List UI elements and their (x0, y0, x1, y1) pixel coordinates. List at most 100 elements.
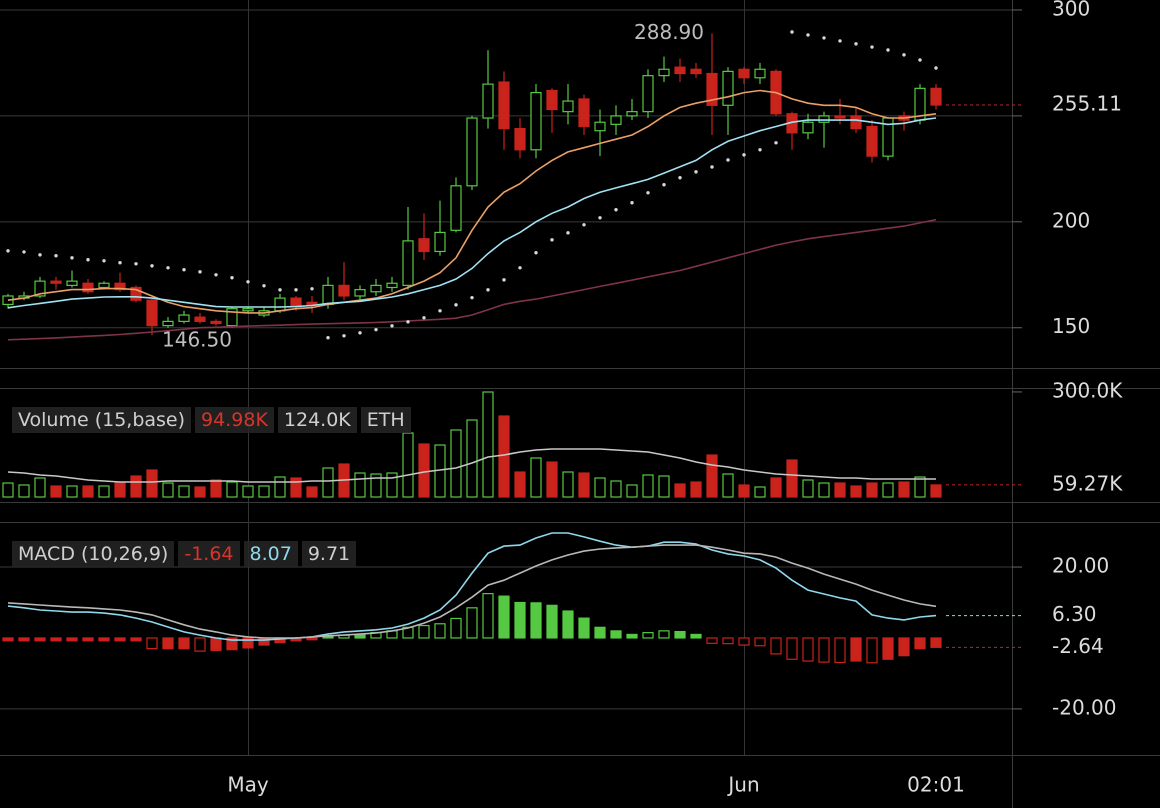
histogram-bar (50, 637, 62, 642)
sar-dot (70, 256, 74, 260)
volume-bar (562, 471, 574, 498)
readout-value: 9.71 (301, 541, 357, 567)
volume-bar (18, 484, 30, 498)
sar-dot (934, 66, 938, 70)
candle-body (66, 280, 78, 286)
volume-bar (482, 391, 494, 498)
sar-dot (758, 148, 762, 152)
candle-body (546, 89, 558, 111)
histogram-bar (930, 637, 942, 648)
low-label: 146.50 (162, 328, 232, 352)
histogram-bar (850, 637, 862, 662)
histogram-bar (834, 637, 846, 664)
x-tick-label: Jun (726, 773, 759, 797)
sar-dot (662, 183, 666, 187)
volume-bar (882, 482, 894, 498)
volume-bar (306, 486, 318, 498)
sar-dot (566, 231, 570, 235)
candle-body (178, 314, 190, 322)
histogram-bar (914, 637, 926, 650)
candle-body (370, 284, 382, 293)
histogram-bar (114, 637, 126, 642)
histogram-bar (178, 637, 190, 650)
histogram-bar (66, 637, 78, 642)
histogram-bar (226, 637, 238, 651)
candle-body (530, 91, 542, 151)
volume-bar (34, 477, 46, 498)
candle-body (690, 68, 702, 75)
histogram-bar (450, 617, 462, 639)
candle-body (34, 280, 46, 297)
candle-body (866, 125, 878, 157)
volume-bar (370, 473, 382, 498)
histogram-bar (674, 630, 686, 639)
readout-value: -1.64 (178, 541, 240, 567)
volume-bar (66, 485, 78, 498)
volume-bar (402, 432, 414, 498)
volume-bar (706, 454, 718, 498)
sar-dot (886, 48, 890, 52)
volume-bar (818, 482, 830, 498)
volume-bar (210, 479, 222, 498)
histogram-bar (2, 637, 14, 642)
volume-bar (546, 461, 558, 498)
macd-readout: MACD (10,26,9) -1.64 8.07 9.71 (12, 539, 360, 569)
sar-dot (246, 280, 250, 284)
candle-body (594, 121, 606, 132)
sar-dot (262, 284, 266, 288)
sar-dot (678, 176, 682, 180)
candle-body (354, 289, 366, 297)
histogram-bar (34, 637, 46, 642)
histogram-bar (434, 623, 446, 639)
volume-bar (242, 485, 254, 498)
candle-body (610, 115, 622, 125)
volume-bar (130, 475, 142, 498)
candle-body (290, 297, 302, 308)
histogram-bar (866, 637, 878, 664)
candle-body (850, 115, 862, 130)
histogram-bar (546, 604, 558, 639)
indicator-line (7, 448, 936, 483)
candle-body (578, 98, 590, 128)
volume-bar (146, 469, 158, 498)
sar-dot (454, 303, 458, 307)
histogram-bar (482, 593, 494, 639)
sar-dot (278, 288, 282, 292)
candle-body (402, 240, 414, 286)
volume-bar (178, 485, 190, 498)
histogram-bar (690, 633, 702, 639)
histogram-bar (898, 637, 910, 657)
volume-bar (674, 483, 686, 498)
x-tick-label: 02:01 (907, 773, 965, 797)
histogram-bar (258, 637, 270, 646)
sar-dot (102, 259, 106, 263)
sar-dot (294, 288, 298, 292)
candle-body (818, 115, 830, 123)
sar-dot (742, 153, 746, 157)
y-tick-label: 20.00 (1052, 554, 1109, 578)
volume-bar (866, 482, 878, 498)
sar-dot (374, 327, 378, 332)
volume-bar (98, 485, 110, 498)
volume-bar (50, 485, 62, 498)
sar-dot (694, 170, 698, 174)
histogram-bar (354, 634, 366, 639)
sar-dot (806, 33, 810, 37)
volume-bar (738, 484, 750, 498)
y-tick-label: 150 (1052, 314, 1090, 338)
histogram-bar (498, 595, 510, 639)
sar-dot (422, 316, 426, 320)
histogram-bar (642, 632, 654, 639)
readout-title: MACD (10,26,9) (12, 541, 175, 567)
histogram-bar (802, 637, 814, 662)
volume-bar (770, 477, 782, 498)
sar-dot (710, 165, 714, 169)
volume-bar (498, 415, 510, 498)
sar-dot (550, 238, 554, 242)
candle-body (322, 284, 334, 306)
sar-dot (182, 267, 186, 272)
volume-bar (722, 473, 734, 498)
candle-body (498, 81, 510, 130)
